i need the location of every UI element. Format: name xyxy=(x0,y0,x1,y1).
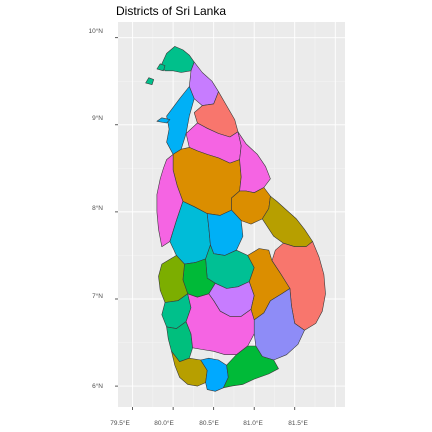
x-tick-label: 81.5°E xyxy=(288,419,308,427)
x-axis: 79.5°E 80.0°E 80.5°E 81.0°E 81.5°E xyxy=(110,419,308,427)
y-tick-label: 6°N xyxy=(92,382,103,390)
island-delft xyxy=(145,77,154,85)
island-kayts xyxy=(156,63,166,72)
y-axis: 10°N 9°N 8°N 7°N 6°N xyxy=(88,27,103,390)
map-title: Districts of Sri Lanka xyxy=(116,4,226,18)
district-hambantota xyxy=(223,345,279,389)
district-kalutara xyxy=(166,321,193,363)
x-tick-label: 80.5°E xyxy=(199,419,219,427)
y-tick-label: 9°N xyxy=(92,114,103,122)
district-ratnapura xyxy=(185,293,255,356)
x-tick-label: 80.0°E xyxy=(154,419,174,427)
y-tick-label: 7°N xyxy=(92,292,103,300)
island-mannar-island xyxy=(156,117,171,124)
district-matale xyxy=(206,209,244,256)
district-regions xyxy=(145,46,326,392)
y-tick-label: 8°N xyxy=(92,204,103,212)
x-tick-label: 79.5°E xyxy=(110,419,130,427)
y-tick-label: 10°N xyxy=(88,27,103,35)
x-tick-label: 81.0°E xyxy=(243,419,263,427)
